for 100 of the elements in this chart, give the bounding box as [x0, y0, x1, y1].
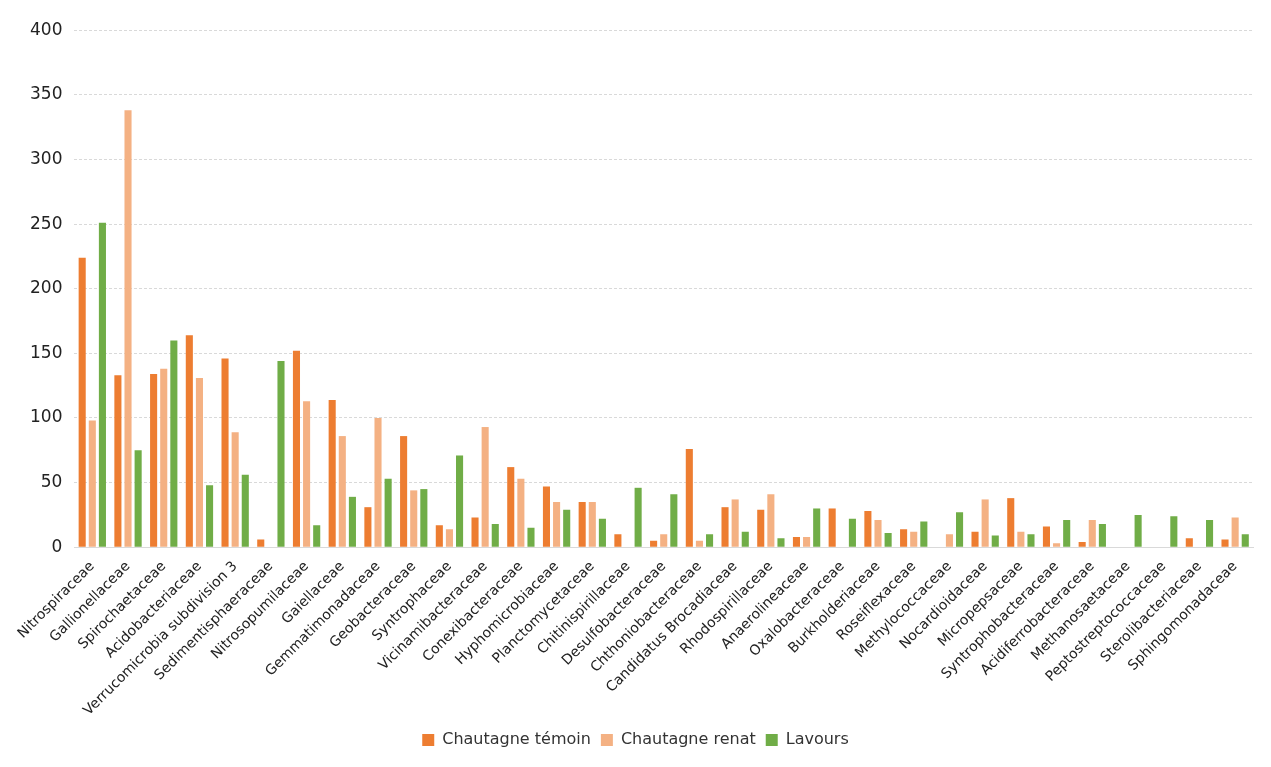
bar: [78, 257, 86, 547]
legend-label: Chautagne renat: [620, 729, 756, 749]
bar: [1017, 531, 1025, 547]
bar: [481, 427, 489, 547]
bar: [241, 474, 249, 547]
bar: [527, 527, 535, 547]
y-tick-label: 50: [40, 471, 63, 492]
y-tick-label: 300: [29, 147, 63, 168]
bar: [813, 508, 821, 547]
bar: [1098, 523, 1106, 547]
bar: [134, 450, 142, 547]
bar: [598, 518, 606, 547]
bar: [328, 399, 336, 547]
bar: [685, 449, 693, 547]
bar: [1206, 520, 1214, 547]
bar: [1007, 498, 1015, 547]
bar: [1088, 520, 1096, 547]
bar: [98, 222, 106, 547]
bar: [767, 494, 775, 547]
legend-label: Lavours: [785, 729, 849, 749]
bar: [303, 401, 311, 547]
bar: [445, 529, 453, 547]
bar: [231, 432, 239, 547]
y-tick-label: 400: [29, 18, 63, 39]
bar: [400, 436, 408, 547]
bar: [945, 534, 953, 547]
bar: [221, 358, 229, 547]
bar: [731, 499, 739, 547]
bar: [114, 375, 122, 547]
bar: [384, 478, 392, 547]
bar: [721, 507, 729, 547]
bar: [900, 529, 908, 547]
bar: [1231, 517, 1239, 547]
y-tick-label: 150: [29, 341, 63, 362]
bar: [848, 518, 856, 547]
bar: [88, 420, 96, 547]
y-tick-label: 0: [51, 535, 63, 556]
bar: [1053, 543, 1061, 547]
bar: [803, 536, 811, 547]
bar: [706, 534, 714, 547]
bar: [864, 511, 872, 547]
bar: [160, 368, 168, 547]
bar: [660, 534, 668, 547]
bar: [1170, 516, 1178, 547]
bar: [364, 507, 372, 547]
bar: [981, 499, 989, 547]
bar: [1221, 539, 1229, 547]
bar: [695, 540, 703, 547]
y-tick-label: 350: [29, 83, 63, 104]
bar: [777, 538, 785, 547]
bar: [578, 502, 586, 547]
bar: [338, 436, 346, 547]
bar: [420, 489, 428, 547]
bar: [277, 361, 285, 547]
bar: [313, 525, 321, 547]
y-tick-label: 250: [29, 212, 63, 233]
bar: [563, 509, 571, 547]
bar: [1042, 526, 1050, 547]
bar: [517, 478, 525, 547]
bar: [614, 534, 622, 547]
bar: [471, 517, 479, 547]
bar: [1063, 520, 1071, 547]
bar: [292, 350, 301, 547]
bar: [634, 487, 642, 547]
bar: [348, 496, 356, 547]
bar: [956, 512, 964, 547]
bar: [150, 374, 158, 547]
bar: [884, 533, 892, 547]
bar: [1078, 542, 1086, 547]
bar: [491, 523, 499, 547]
legend-label: Chautagne témoin: [442, 729, 591, 749]
bar: [1027, 534, 1035, 547]
bar: [1241, 534, 1249, 547]
bar: [374, 417, 382, 547]
bar: [456, 455, 464, 547]
bar: [971, 531, 979, 547]
y-tick-label: 100: [29, 406, 63, 427]
bar: [206, 485, 214, 547]
bar: [828, 508, 836, 547]
bar: [410, 490, 418, 547]
bar: [792, 536, 800, 547]
bar: [991, 535, 999, 547]
bar: [435, 525, 443, 547]
bar: [920, 521, 928, 547]
bar: [1185, 538, 1193, 547]
bar: [170, 340, 178, 547]
bar: [1134, 514, 1142, 547]
bar: [507, 467, 515, 547]
bar: [553, 502, 561, 547]
bar: [195, 377, 203, 547]
bar: [670, 494, 678, 547]
bar: [124, 110, 132, 547]
bar: [757, 509, 765, 547]
bar: [588, 502, 596, 547]
bar: [257, 539, 265, 547]
bar: [874, 520, 882, 547]
bar: [910, 531, 918, 547]
bar: [650, 540, 658, 547]
bar: [741, 531, 749, 547]
bar: [185, 335, 193, 547]
